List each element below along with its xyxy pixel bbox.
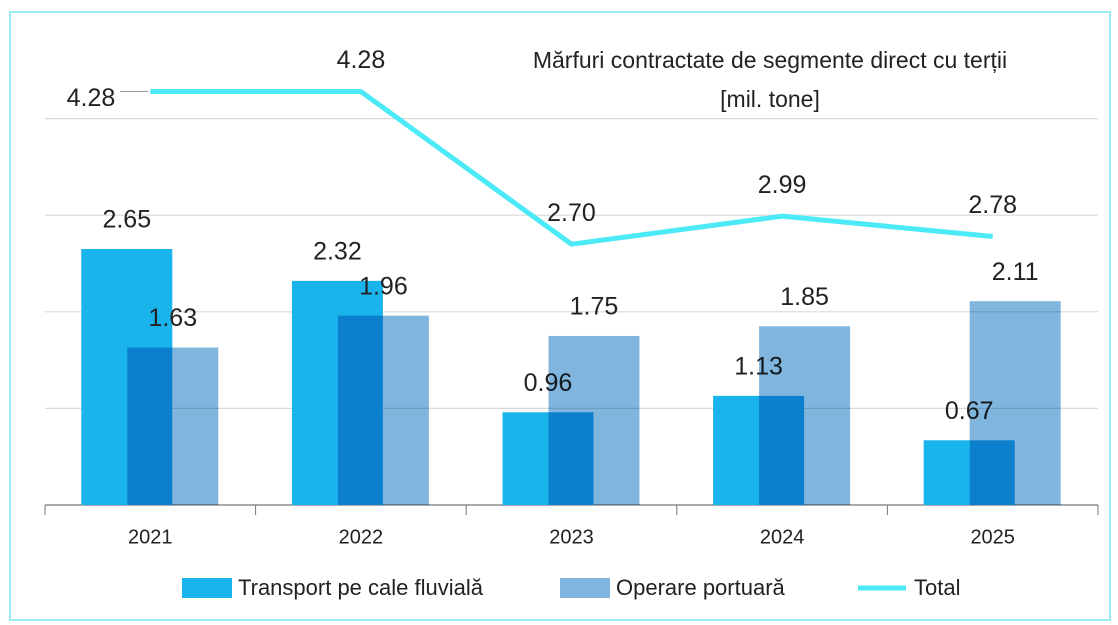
x-tick-label: 2025 — [970, 526, 1015, 548]
x-tick-label: 2022 — [339, 526, 384, 548]
chart-frame — [9, 11, 1111, 621]
data-label: 2.70 — [547, 199, 596, 227]
legend-swatch — [182, 578, 232, 598]
data-label: 1.63 — [148, 304, 197, 332]
line — [150, 89, 993, 247]
data-label: 2.11 — [992, 258, 1039, 286]
bar — [759, 326, 851, 505]
x-tick-label: 2021 — [128, 526, 173, 548]
legend-swatch — [560, 578, 610, 598]
data-label: 2.32 — [313, 237, 362, 265]
bar — [548, 335, 640, 505]
data-label: 4.28 — [67, 84, 116, 112]
data-label: 1.75 — [570, 293, 619, 321]
data-label: 2.99 — [758, 171, 807, 199]
bar — [337, 315, 429, 505]
legend-label: Transport pe cale fluvială — [238, 575, 484, 600]
bar — [969, 301, 1061, 505]
data-label: 2.78 — [968, 191, 1017, 219]
data-label: 2.65 — [102, 206, 151, 234]
data-label: 1.96 — [359, 272, 408, 300]
x-tick-label: 2023 — [549, 526, 594, 548]
legend-label: Operare portuară — [616, 575, 786, 600]
legend-label: Total — [914, 575, 960, 600]
bar — [127, 347, 219, 505]
chart-title: [mil. tone] — [720, 86, 820, 112]
data-label: 4.28 — [337, 46, 386, 74]
data-label: 1.85 — [780, 283, 829, 311]
x-tick-label: 2024 — [760, 526, 805, 548]
chart-title: Mărfuri contractate de segmente direct c… — [533, 47, 1007, 73]
